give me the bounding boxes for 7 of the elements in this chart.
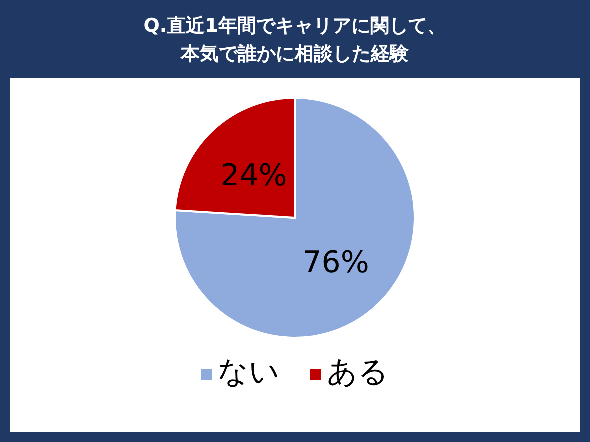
chart-subtitle: 本気で誰かに相談した経験 xyxy=(180,43,410,65)
chart-title: Q.直近1年間でキャリアに関して、 xyxy=(144,15,446,37)
data-label: 76% xyxy=(302,246,370,281)
pie-slice xyxy=(174,97,416,339)
legend-label: ない xyxy=(218,355,280,390)
legend-label: ある xyxy=(327,355,389,390)
data-label: 24% xyxy=(220,158,288,194)
